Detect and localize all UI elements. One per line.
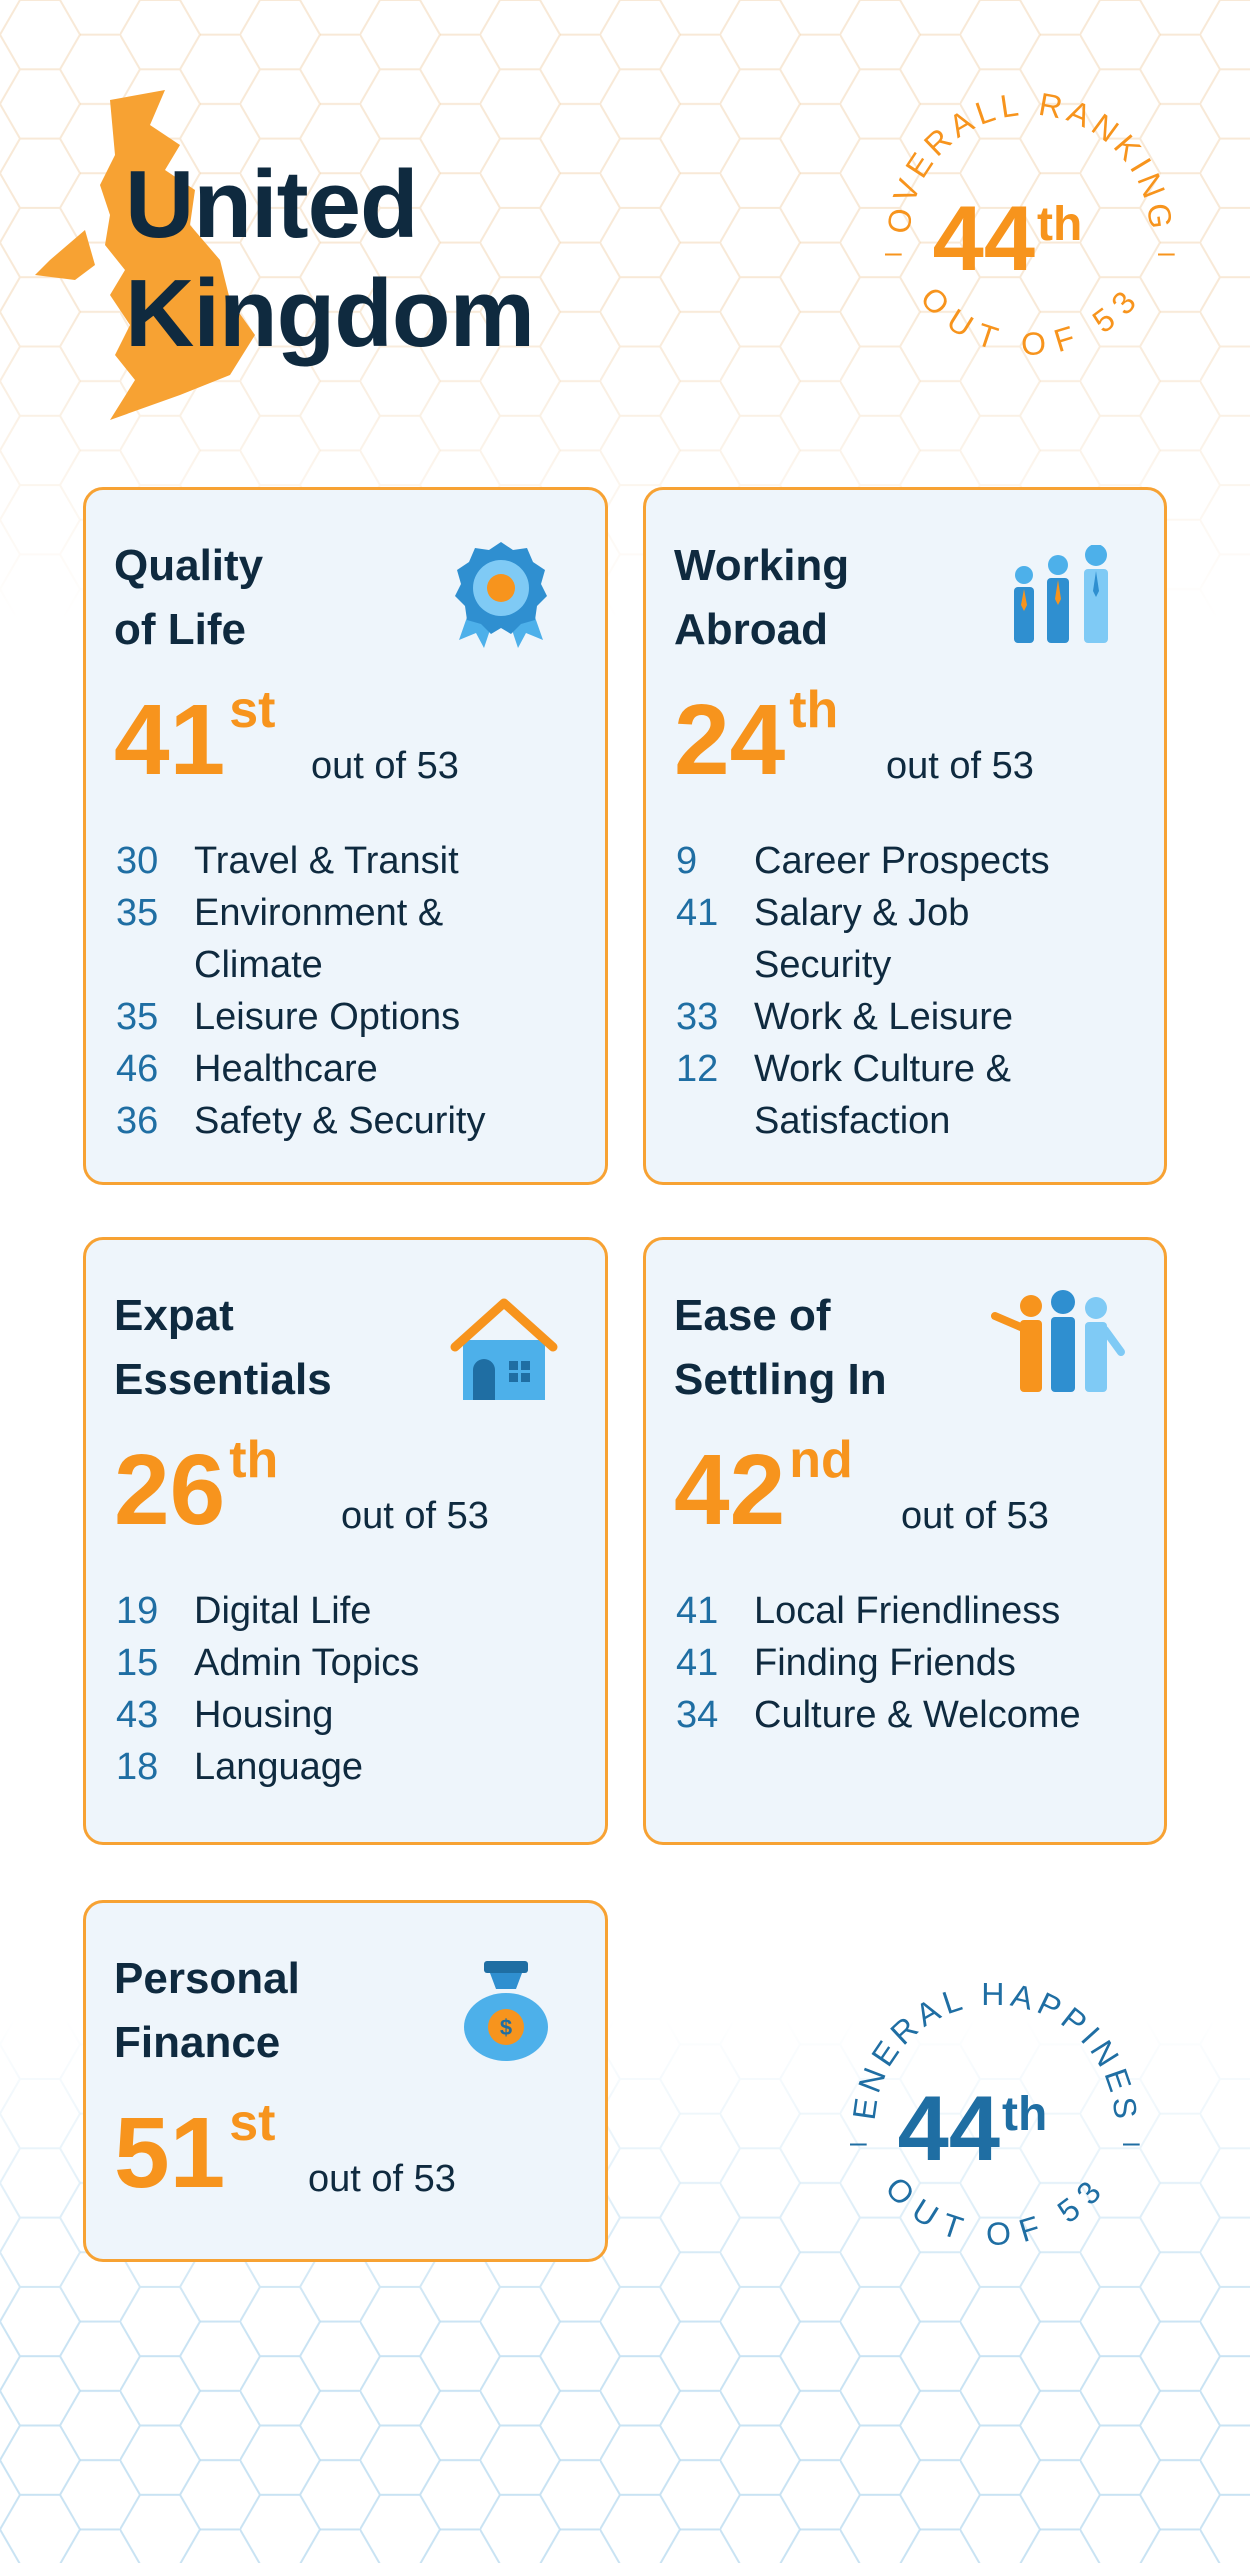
- overall-ranking-badge: OVERALL RANKING OUT OF 53 – – 44 th: [880, 86, 1175, 363]
- svg-text:$: $: [500, 2015, 512, 2040]
- subcategory-list: 41 Local Friendliness 41 Finding Friends 3…: [676, 1585, 1154, 1741]
- out-of-label: out of 53: [311, 745, 459, 787]
- out-of-label: out of 53: [886, 745, 1034, 787]
- award-ribbon-icon: [455, 542, 547, 648]
- list-item: 33 Work & Leisure: [676, 996, 1014, 1038]
- rank-suffix: th: [789, 681, 839, 739]
- category-rank: 51st: [114, 2097, 275, 2203]
- out-of-label: out of 53: [341, 1495, 489, 1537]
- subcategory-list: 19 Digital Life 15 Admin Topics 43 Housing …: [116, 1585, 595, 1793]
- out-of-label: out of 53: [308, 2158, 456, 2200]
- card-title-line1: Expat: [114, 1291, 234, 1340]
- rank-suffix: nd: [789, 1431, 853, 1489]
- uk-map-shape: [35, 90, 255, 420]
- category-rank: 24th: [674, 684, 838, 790]
- rank-number: 42: [674, 1434, 786, 1546]
- card-working-abroad: Working Abroad 24th out of 53 9 Career Pr…: [643, 487, 1167, 1185]
- list-item: 41 Local Friendliness: [676, 1590, 1061, 1632]
- category-rank: 42nd: [674, 1434, 853, 1540]
- card-title: Ease of Settling In: [674, 1284, 887, 1412]
- svg-text:–: –: [1123, 2126, 1140, 2159]
- business-people-icon: [1014, 545, 1108, 643]
- card-title-line2: Settling In: [674, 1354, 887, 1404]
- subcategory-list: 9 Career Prospects 41 Salary & Job Security…: [676, 835, 1154, 1147]
- card-quality-of-life: Quality of Life 41st out of 53 30 Travel …: [83, 487, 608, 1185]
- rank-suffix: th: [229, 1431, 279, 1489]
- card-expat-essentials: Expat Essentials 26th out of 53 19 Digita…: [83, 1237, 608, 1845]
- rank-suffix: st: [229, 2094, 276, 2152]
- rank-number: 41: [114, 684, 226, 796]
- category-rank: 26th: [114, 1434, 278, 1540]
- card-title-line1: Personal: [114, 1954, 300, 2003]
- country-title: United Kingdom: [125, 150, 535, 369]
- rank-number: 26: [114, 1434, 226, 1546]
- money-bag-icon: $: [464, 1961, 548, 2061]
- category-rank: 41st: [114, 684, 275, 790]
- card-title-line2: Finance: [114, 2017, 281, 2067]
- list-item: 43 Housing: [116, 1694, 334, 1736]
- card-title: Working Abroad: [674, 534, 849, 662]
- list-item: 18 Language: [116, 1746, 364, 1788]
- card-title: Quality of Life: [114, 534, 263, 662]
- card-title-line2: Essentials: [114, 1354, 332, 1404]
- list-item: 35 Environment & Climate: [116, 892, 444, 986]
- card-title: Personal Finance: [114, 1947, 300, 2075]
- list-item: 9 Career Prospects: [676, 840, 1050, 882]
- card-title: Expat Essentials: [114, 1284, 332, 1412]
- general-happiness-badge: GENERAL HAPPINESS OUT OF 53 – – 44 th: [830, 1960, 1140, 2253]
- card-title-line1: Working: [674, 541, 850, 590]
- svg-text:–: –: [885, 236, 902, 269]
- overall-rank: 44: [933, 188, 1035, 290]
- country-title-line1: United: [125, 151, 419, 258]
- subcategory-list: 30 Travel & Transit 35 Environment & Climat…: [116, 835, 595, 1147]
- happiness-arc-bottom: OUT OF 53: [878, 2170, 1111, 2253]
- welcome-people-icon: [991, 1290, 1125, 1392]
- house-icon: [450, 1298, 558, 1400]
- card-personal-finance: Personal Finance $ 51st out of 53: [83, 1900, 608, 2262]
- list-item: 19 Digital Life: [116, 1590, 372, 1632]
- card-title-line1: Quality: [114, 541, 264, 590]
- country-title-line2: Kingdom: [125, 260, 535, 368]
- list-item: 30 Travel & Transit: [116, 840, 459, 882]
- overall-arc-bottom: OUT OF 53: [913, 280, 1146, 363]
- rank-number: 24: [674, 684, 786, 796]
- list-item: 36 Safety & Security: [116, 1100, 486, 1142]
- list-item: 46 Healthcare: [116, 1048, 378, 1090]
- list-item: 15 Admin Topics: [116, 1642, 420, 1684]
- svg-text:–: –: [1158, 236, 1175, 269]
- rank-number: 51: [114, 2097, 226, 2209]
- overall-rank-suffix: th: [1037, 198, 1082, 251]
- list-item: 34 Culture & Welcome: [676, 1694, 1081, 1736]
- card-ease-of-settling-in: Ease of Settling In 42nd out of 53 41 Loc…: [643, 1237, 1167, 1845]
- happiness-rank-suffix: th: [1002, 2088, 1047, 2141]
- card-title-line2: of Life: [114, 604, 246, 654]
- out-of-label: out of 53: [901, 1495, 1049, 1537]
- card-title-line2: Abroad: [674, 604, 828, 654]
- card-title-line1: Ease of: [674, 1291, 831, 1340]
- happiness-rank: 44: [898, 2078, 1000, 2180]
- list-item: 41 Finding Friends: [676, 1642, 1016, 1684]
- rank-suffix: st: [229, 681, 276, 739]
- list-item: 41 Salary & Job Security: [676, 892, 970, 986]
- list-item: 35 Leisure Options: [116, 996, 461, 1038]
- svg-text:–: –: [850, 2126, 867, 2159]
- list-item: 12 Work Culture & Satisfaction: [676, 1048, 1011, 1142]
